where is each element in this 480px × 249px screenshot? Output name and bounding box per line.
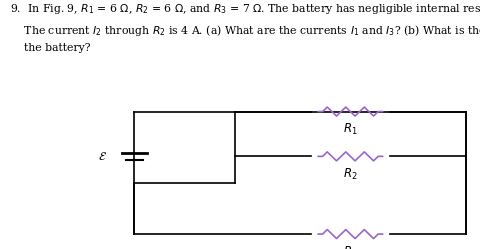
Text: 9.  In Fig. 9, $R_1$ = 6 $\Omega$, $R_2$ = 6 $\Omega$, and $R_3$ = 7 $\Omega$. T: 9. In Fig. 9, $R_1$ = 6 $\Omega$, $R_2$ … — [10, 2, 480, 53]
Text: $R_1$: $R_1$ — [343, 122, 358, 137]
Text: $\mathcal{E}$: $\mathcal{E}$ — [97, 150, 107, 163]
Text: $R_2$: $R_2$ — [343, 167, 358, 182]
Text: $R_3$: $R_3$ — [343, 245, 358, 249]
